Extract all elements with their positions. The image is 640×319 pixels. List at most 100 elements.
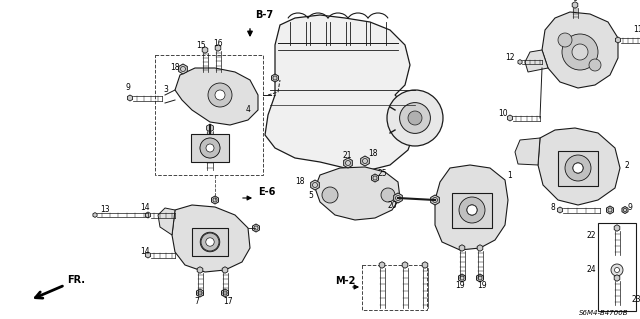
Text: 8: 8 <box>550 203 555 211</box>
Text: 21: 21 <box>342 151 352 160</box>
Circle shape <box>572 44 588 60</box>
Circle shape <box>614 268 620 272</box>
Polygon shape <box>394 193 403 203</box>
Polygon shape <box>344 158 353 168</box>
Circle shape <box>399 103 430 133</box>
Circle shape <box>200 138 220 158</box>
Polygon shape <box>253 224 259 232</box>
Polygon shape <box>616 37 621 43</box>
Polygon shape <box>372 174 378 182</box>
Polygon shape <box>477 245 483 251</box>
Circle shape <box>467 205 477 215</box>
Text: 14: 14 <box>140 204 150 212</box>
Text: 13: 13 <box>100 205 110 214</box>
Polygon shape <box>212 196 218 204</box>
Circle shape <box>206 144 214 152</box>
Circle shape <box>460 198 484 222</box>
Text: 15: 15 <box>196 41 206 50</box>
Polygon shape <box>518 60 522 64</box>
Text: 25: 25 <box>377 169 387 179</box>
Text: E-6: E-6 <box>258 187 275 197</box>
Circle shape <box>201 233 219 251</box>
Circle shape <box>558 33 572 47</box>
Polygon shape <box>431 195 439 205</box>
Polygon shape <box>459 245 465 251</box>
Polygon shape <box>607 206 614 214</box>
Polygon shape <box>93 212 97 218</box>
Text: 18: 18 <box>170 63 180 72</box>
Circle shape <box>562 34 598 70</box>
Text: 9: 9 <box>125 84 131 93</box>
Text: 1: 1 <box>508 170 513 180</box>
Text: 6: 6 <box>573 0 577 3</box>
Polygon shape <box>538 128 620 205</box>
Polygon shape <box>614 275 620 281</box>
Polygon shape <box>202 47 208 53</box>
Polygon shape <box>557 207 563 213</box>
Polygon shape <box>271 74 278 82</box>
Text: 24: 24 <box>586 265 596 275</box>
Text: 18: 18 <box>368 150 378 159</box>
Bar <box>362 265 427 310</box>
Polygon shape <box>127 95 132 101</box>
Circle shape <box>573 163 583 173</box>
Circle shape <box>200 138 220 158</box>
Text: 5: 5 <box>308 190 313 199</box>
Circle shape <box>459 197 485 223</box>
Text: 11: 11 <box>633 26 640 34</box>
Text: 17: 17 <box>223 298 233 307</box>
Text: 9: 9 <box>628 203 632 211</box>
Circle shape <box>611 264 623 276</box>
Polygon shape <box>172 205 250 272</box>
Circle shape <box>573 163 583 173</box>
Text: 22: 22 <box>586 231 596 240</box>
Bar <box>191 134 229 162</box>
Polygon shape <box>265 15 415 170</box>
Text: 20: 20 <box>387 201 397 210</box>
Circle shape <box>589 59 601 71</box>
Circle shape <box>387 90 443 146</box>
Circle shape <box>215 90 225 100</box>
Bar <box>598 223 636 311</box>
Text: 19: 19 <box>477 280 487 290</box>
Circle shape <box>208 83 232 107</box>
Text: B-7: B-7 <box>255 10 273 20</box>
Text: 14: 14 <box>140 248 150 256</box>
Polygon shape <box>158 208 175 235</box>
Polygon shape <box>179 64 188 74</box>
Polygon shape <box>315 167 400 220</box>
Circle shape <box>200 232 220 252</box>
Text: S6M4-B4700B: S6M4-B4700B <box>579 310 628 316</box>
Circle shape <box>565 155 591 181</box>
Polygon shape <box>221 289 228 297</box>
Polygon shape <box>458 274 465 282</box>
Text: 7: 7 <box>195 298 200 307</box>
Text: 12: 12 <box>505 54 515 63</box>
Polygon shape <box>215 45 221 51</box>
Text: FR.: FR. <box>67 275 85 285</box>
Polygon shape <box>477 274 483 282</box>
Polygon shape <box>435 165 508 250</box>
Text: M-2: M-2 <box>335 276 355 286</box>
Polygon shape <box>379 262 385 268</box>
Polygon shape <box>525 50 548 72</box>
Text: 23: 23 <box>631 295 640 305</box>
Polygon shape <box>572 2 578 8</box>
Polygon shape <box>422 262 428 268</box>
Text: 16: 16 <box>213 40 223 48</box>
Polygon shape <box>175 68 258 125</box>
Circle shape <box>322 187 338 203</box>
Text: 3: 3 <box>163 85 168 94</box>
Polygon shape <box>361 156 369 166</box>
Circle shape <box>408 111 422 125</box>
Polygon shape <box>196 289 204 297</box>
Polygon shape <box>614 225 620 231</box>
Text: 18: 18 <box>296 177 305 187</box>
Polygon shape <box>207 124 213 132</box>
Text: 4: 4 <box>246 106 250 115</box>
Circle shape <box>566 156 590 180</box>
Bar <box>192 228 228 256</box>
Bar <box>558 151 598 186</box>
Circle shape <box>381 188 395 202</box>
Circle shape <box>467 205 477 215</box>
